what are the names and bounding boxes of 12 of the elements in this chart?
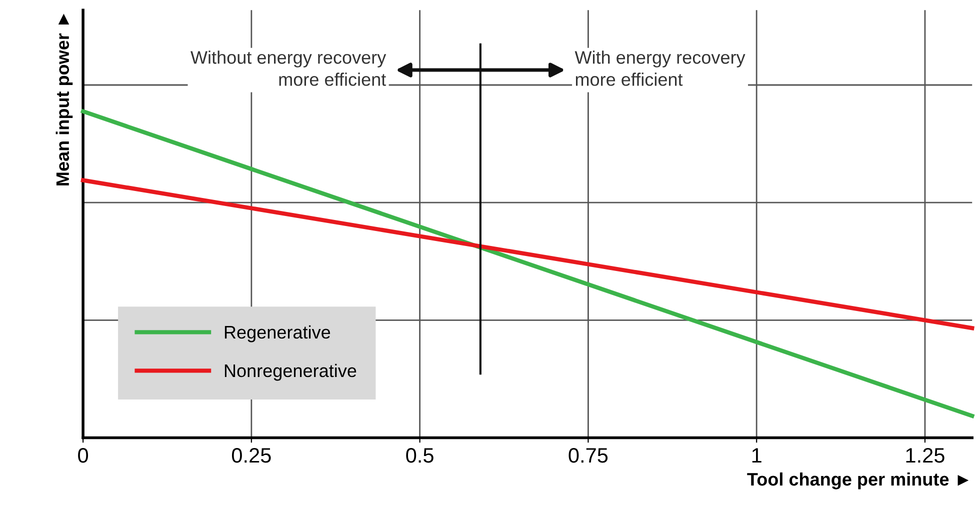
x-tick-label: 0.75 (568, 448, 608, 463)
x-tick-label: 0.25 (232, 448, 271, 463)
x-axis-title: Tool change per minute ► (747, 472, 969, 490)
legend-label: Regenerative (224, 325, 330, 342)
text: With energy recovery more efficient (574, 50, 746, 86)
y-axis-title: Mean input power ► (56, 14, 73, 186)
x-tick-label: 0.5 (406, 448, 434, 463)
x-tick-label: 1 (752, 448, 762, 463)
text: Without energy recovery more efficient (190, 50, 386, 86)
legend-label: Nonregenerative (224, 364, 356, 381)
x-tick-label: 0 (78, 448, 88, 463)
x-tick-label: 1.25 (906, 448, 944, 463)
